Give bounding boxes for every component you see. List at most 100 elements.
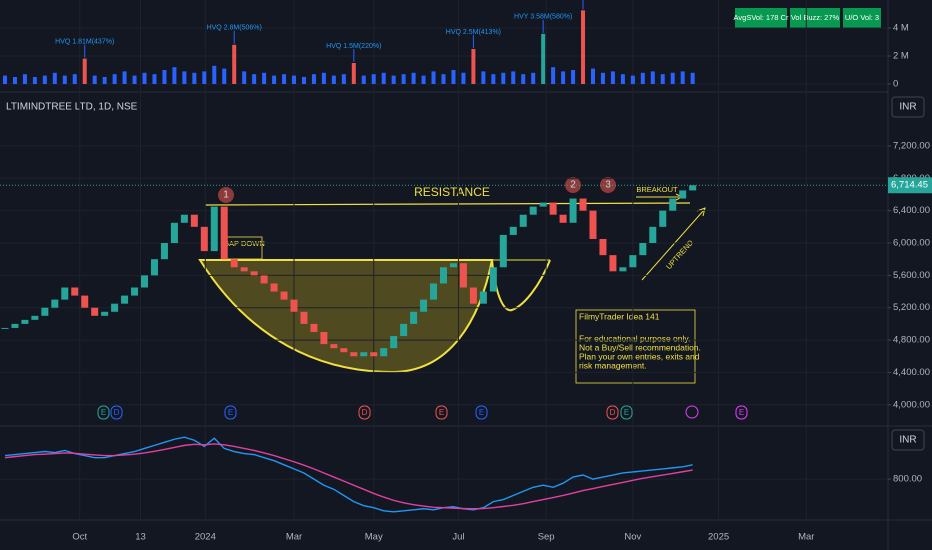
volume-bar (182, 71, 187, 84)
candle (131, 287, 139, 296)
candle (440, 267, 448, 284)
volume-bar (142, 72, 147, 84)
volume-bar (301, 76, 306, 84)
point-marker (218, 187, 234, 203)
volume-bar (92, 75, 97, 84)
y-tick-label: 4 M (893, 23, 909, 34)
volume-bar (222, 68, 227, 84)
volume-bar (650, 71, 655, 84)
note-line: risk management. (579, 360, 647, 370)
candle (260, 275, 268, 284)
candle (430, 283, 438, 300)
y-tick-label: 6,000.00 (893, 238, 930, 249)
volume-bar (262, 72, 267, 84)
candle (400, 323, 408, 337)
currency-label[interactable]: INR (899, 102, 916, 113)
candle (200, 226, 208, 252)
point-label: 3 (605, 180, 611, 191)
dividend-marker (685, 405, 699, 419)
event-label: E (624, 408, 629, 417)
volume-bar (531, 72, 536, 84)
volume-bar (620, 74, 625, 84)
volume-bar (411, 72, 416, 84)
candle (300, 311, 308, 324)
candle (121, 295, 129, 304)
badge-label: AvgSVol: 178 Cr (734, 13, 789, 22)
volume-bar (212, 65, 217, 84)
x-tick-label: 2024 (195, 532, 216, 543)
volume-bar (491, 74, 496, 84)
note-line: Plan your own entries, exits and (579, 351, 700, 361)
y-tick-label: 6,400.00 (893, 205, 930, 216)
candle (370, 352, 378, 357)
note-line: For educational purpose only. (579, 333, 690, 343)
candle (320, 331, 328, 345)
candle (220, 206, 228, 260)
event-label: D (610, 408, 616, 417)
event-marker (358, 405, 371, 420)
y-tick-label: 800.00 (893, 474, 922, 485)
candle (71, 287, 79, 296)
event-label: E (739, 408, 744, 417)
volume-bar (22, 74, 27, 84)
candle (1, 327, 9, 329)
candle (61, 287, 69, 300)
candle (81, 295, 89, 308)
volume-bar (680, 71, 685, 84)
volume-bar (102, 76, 107, 84)
y-tick-label: 4,800.00 (893, 335, 930, 346)
volume-bar (521, 74, 526, 84)
event-label: D (114, 408, 120, 417)
volume-bar (162, 69, 167, 84)
note-box (575, 309, 696, 384)
event-marker (606, 405, 619, 420)
volume-bar (252, 74, 257, 84)
x-tick-label: Sep (538, 532, 555, 543)
point-marker (600, 177, 616, 193)
candle (230, 259, 238, 268)
volume-bar (351, 62, 356, 84)
candle (290, 299, 298, 312)
candle (41, 307, 49, 316)
volume-bar (282, 74, 287, 84)
event-marker (435, 405, 448, 420)
volume-bar (232, 44, 237, 84)
volume-bar (551, 67, 556, 84)
volume-bar (172, 67, 177, 84)
candle (639, 243, 647, 256)
volume-bar (401, 74, 406, 84)
candle (380, 348, 388, 357)
x-tick-label: Jul (452, 532, 464, 543)
badge-label: U/O Vol: 3 (845, 13, 879, 22)
y-tick-label: 2 M (893, 51, 909, 62)
event-marker (620, 405, 633, 420)
candle (579, 198, 587, 211)
currency-button[interactable] (891, 429, 925, 451)
event-marker (224, 405, 237, 420)
volume-bar (52, 72, 57, 84)
volume-bar (441, 74, 446, 84)
volume-label: HVQ 1.5M(220%) (326, 43, 381, 50)
volume-bar (461, 72, 466, 84)
candle (160, 243, 168, 260)
volume-bar (202, 71, 207, 84)
candle (340, 348, 348, 353)
currency-button[interactable] (891, 96, 925, 118)
volume-bar (501, 72, 506, 84)
y-tick-label: 4,000.00 (893, 399, 930, 410)
candle (649, 226, 657, 244)
candle (519, 214, 527, 227)
candle (529, 206, 537, 215)
candle (210, 206, 218, 252)
candle (629, 255, 637, 268)
candle (21, 319, 29, 324)
x-tick-label: May (365, 532, 383, 543)
volume-bar (12, 76, 17, 84)
currency-label[interactable]: INR (899, 435, 916, 446)
event-marker (97, 405, 110, 420)
volume-bar (62, 75, 67, 84)
event-label: E (439, 408, 444, 417)
candle (250, 271, 258, 276)
candle (350, 352, 358, 357)
